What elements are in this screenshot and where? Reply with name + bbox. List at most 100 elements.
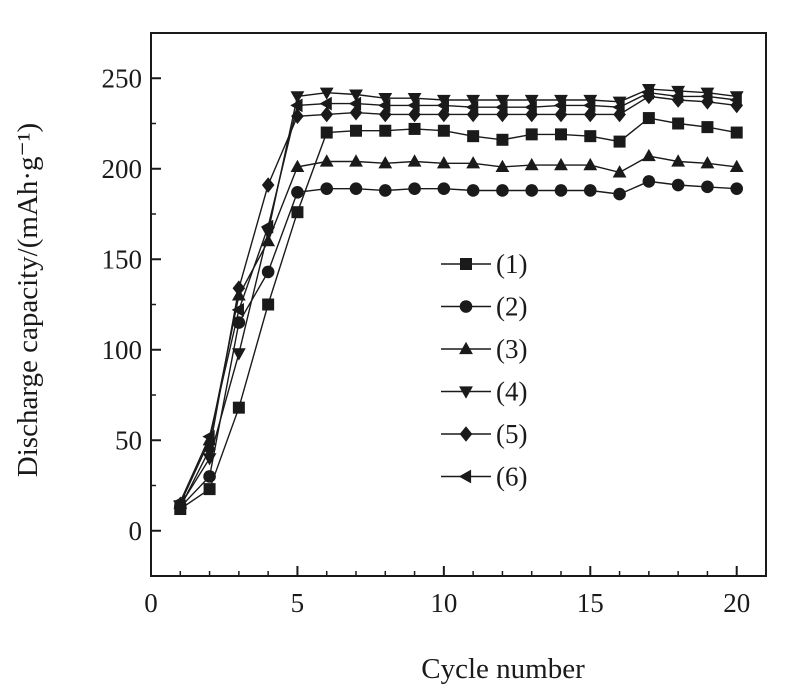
data-point-series-5 <box>466 106 480 123</box>
data-point-series-6 <box>553 98 567 113</box>
data-point-series-5 <box>320 106 334 123</box>
data-point-series-4 <box>671 85 686 99</box>
data-point-series-6 <box>202 429 215 444</box>
data-point-series-3 <box>612 165 627 178</box>
data-point-series-2 <box>583 184 597 197</box>
data-point-series-6 <box>319 96 332 111</box>
data-point-series-6 <box>670 89 684 104</box>
y-tick-labels: 0 50 100 150 200 250 <box>102 63 143 546</box>
data-point-series-5 <box>701 93 714 110</box>
data-point-series-6 <box>495 100 508 115</box>
data-point-series-2 <box>554 184 568 197</box>
data-point-series-5 <box>261 177 275 193</box>
data-point-series-2 <box>701 180 714 194</box>
data-point-series-3 <box>436 156 451 169</box>
data-point-series-1 <box>203 483 216 496</box>
series-line-4 <box>179 88 737 506</box>
x-tick-label: 10 <box>430 588 457 618</box>
data-point-series-5 <box>496 106 509 123</box>
data-point-series-6 <box>700 89 713 104</box>
data-point-series-3 <box>700 156 715 169</box>
data-point-series-1 <box>613 135 626 148</box>
data-point-series-5 <box>613 106 626 123</box>
data-point-series-2 <box>613 187 626 201</box>
series-line-6 <box>179 91 737 503</box>
data-point-series-3 <box>378 156 393 169</box>
data-point-series-2 <box>496 184 509 197</box>
data-point-series-4 <box>612 96 627 109</box>
data-point-series-6 <box>290 98 303 113</box>
y-tick-label: 0 <box>129 516 143 546</box>
data-point-series-1 <box>232 401 245 414</box>
data-point-series-1 <box>262 298 275 311</box>
data-point-series-5 <box>291 108 304 125</box>
data-point-series-1 <box>320 126 333 139</box>
data-point-series-3 <box>524 157 539 171</box>
data-point-series-3 <box>407 154 422 167</box>
data-point-series-6 <box>378 98 391 113</box>
data-point-series-1 <box>291 206 304 219</box>
data-point-series-5 <box>554 106 568 123</box>
data-point-series-4 <box>378 93 393 106</box>
data-point-series-3 <box>466 156 481 169</box>
data-point-series-2 <box>671 178 685 192</box>
ticks <box>150 32 738 577</box>
series-line-5 <box>179 95 737 508</box>
data-point-series-1 <box>496 133 509 146</box>
x-tick-label: 20 <box>723 588 750 618</box>
data-point-series-4 <box>554 94 568 108</box>
legend-label-5: (5) <box>496 419 527 449</box>
data-point-series-1 <box>642 112 655 125</box>
y-tick-label: 250 <box>102 63 143 93</box>
data-point-series-6 <box>173 494 186 509</box>
x-tick-label: 15 <box>577 588 604 618</box>
data-point-series-2 <box>261 265 275 279</box>
legend-marker-2 <box>459 300 473 313</box>
data-point-series-1 <box>730 126 743 139</box>
data-point-series-3 <box>349 154 363 167</box>
legend-label-6: (6) <box>496 462 527 492</box>
data-point-series-6 <box>231 303 244 317</box>
series-markers <box>173 84 744 516</box>
data-point-series-6 <box>612 100 625 115</box>
x-tick-label: 0 <box>144 588 158 618</box>
data-point-series-1 <box>379 124 392 137</box>
data-point-series-4 <box>319 87 334 100</box>
data-point-series-6 <box>583 98 596 113</box>
data-point-series-2 <box>320 182 334 195</box>
series-line-1 <box>179 117 737 510</box>
legend-label-4: (4) <box>496 377 527 407</box>
data-point-series-2 <box>349 182 363 195</box>
data-point-series-1 <box>437 124 450 137</box>
data-point-series-3 <box>319 154 334 167</box>
data-point-series-4 <box>349 89 363 102</box>
data-point-series-2 <box>378 184 392 197</box>
data-point-series-6 <box>260 219 274 234</box>
data-point-series-3 <box>554 157 568 171</box>
legend-marker-1 <box>460 258 472 270</box>
legend: (1) (2) (3) (4) (5) (6) <box>441 249 527 492</box>
data-point-series-2 <box>730 182 744 195</box>
data-point-series-2 <box>291 185 304 199</box>
data-point-series-4 <box>407 93 422 106</box>
data-point-series-6 <box>524 100 537 115</box>
data-point-series-5 <box>232 280 246 297</box>
data-point-series-6 <box>729 93 742 107</box>
y-tick-label: 200 <box>102 154 143 184</box>
data-point-series-1 <box>408 122 421 135</box>
data-point-series-2 <box>408 182 421 195</box>
data-point-series-2 <box>466 184 480 197</box>
data-point-series-1 <box>350 124 362 137</box>
data-point-series-2 <box>203 470 216 483</box>
y-tick-label: 50 <box>115 425 142 455</box>
data-point-series-4 <box>202 453 217 466</box>
data-point-series-5 <box>378 106 392 123</box>
data-point-series-1 <box>467 130 480 143</box>
data-point-series-3 <box>261 233 276 247</box>
x-axis-label: Cycle number <box>421 653 585 685</box>
data-point-series-2 <box>232 316 246 329</box>
data-point-series-1 <box>525 128 538 141</box>
data-point-series-4 <box>436 94 451 108</box>
data-point-series-4 <box>466 94 481 108</box>
